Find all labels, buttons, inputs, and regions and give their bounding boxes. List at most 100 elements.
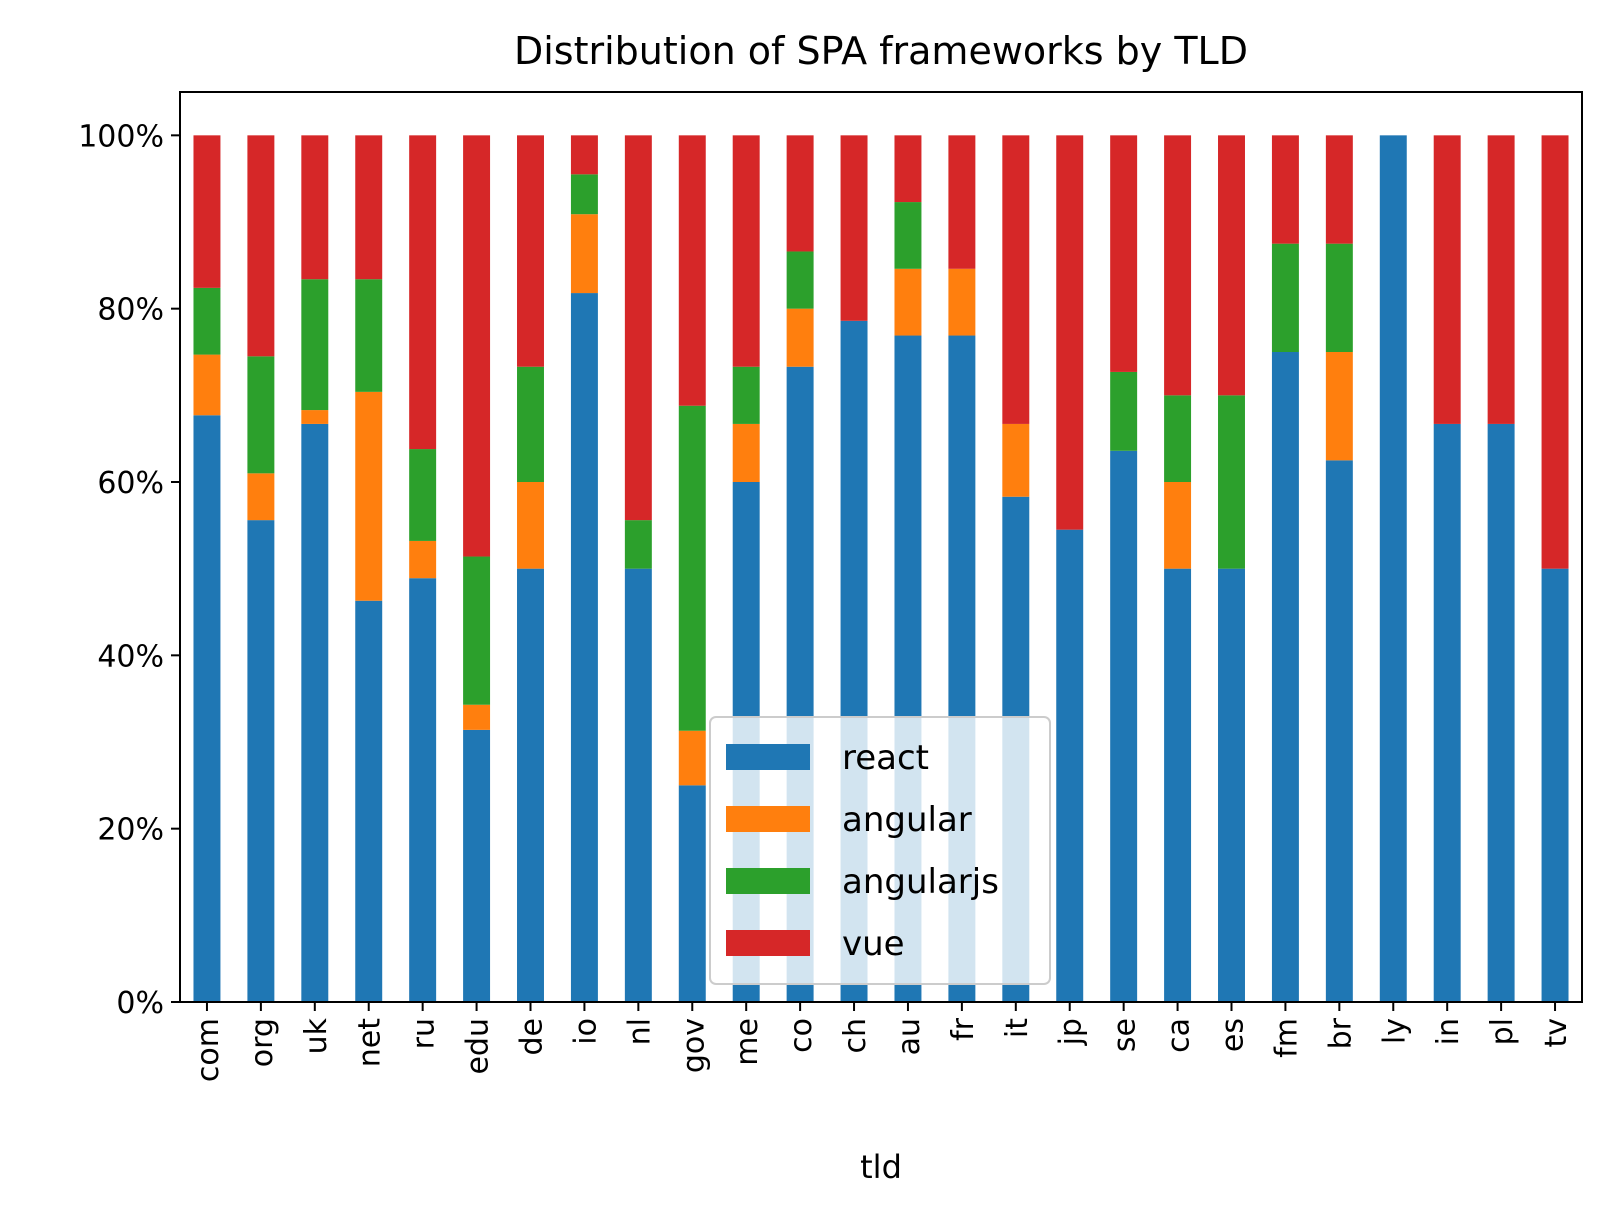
x-tick-label: pl bbox=[1485, 1018, 1520, 1045]
bar-angular-br bbox=[1325, 352, 1353, 461]
bar-react-ly bbox=[1379, 135, 1407, 1003]
legend-label-react: react bbox=[842, 738, 929, 778]
bar-angularjs-se bbox=[1110, 371, 1138, 451]
x-tick-label: org bbox=[245, 1018, 280, 1067]
bar-vue-nl bbox=[624, 135, 652, 521]
bar-react-fm bbox=[1271, 352, 1299, 1002]
bar-vue-fr bbox=[948, 135, 976, 269]
bar-angular-ca bbox=[1164, 482, 1192, 569]
bar-vue-br bbox=[1325, 135, 1353, 244]
bar-vue-fm bbox=[1271, 135, 1299, 244]
bar-angularjs-br bbox=[1325, 243, 1353, 352]
bar-vue-au bbox=[894, 135, 922, 203]
bar-react-se bbox=[1110, 450, 1138, 1002]
bar-react-gov bbox=[678, 785, 706, 1002]
bar-angular-net bbox=[355, 391, 383, 601]
bar-vue-co bbox=[786, 135, 814, 252]
bar-angular-io bbox=[570, 214, 598, 294]
bar-angularjs-de bbox=[517, 366, 544, 482]
bar-vue-ch bbox=[840, 135, 868, 321]
bar-vue-se bbox=[1110, 135, 1138, 372]
x-tick-label: tv bbox=[1539, 1018, 1574, 1048]
bar-angularjs-nl bbox=[624, 520, 652, 569]
bar-react-es bbox=[1218, 568, 1245, 1002]
bar-angularjs-ru bbox=[409, 449, 437, 541]
x-tick-label: co bbox=[784, 1018, 819, 1053]
y-tick-label: 20% bbox=[97, 813, 164, 848]
x-tick-label: in bbox=[1431, 1018, 1466, 1045]
bar-vue-gov bbox=[678, 135, 706, 406]
x-tick-label: it bbox=[1000, 1018, 1035, 1038]
bar-react-io bbox=[570, 293, 598, 1003]
bar-angular-au bbox=[894, 268, 922, 336]
bar-vue-com bbox=[193, 135, 221, 288]
bar-react-pl bbox=[1487, 423, 1515, 1002]
bar-angularjs-net bbox=[355, 279, 383, 392]
x-tick-label: gov bbox=[676, 1018, 711, 1073]
bar-vue-uk bbox=[301, 135, 329, 280]
x-tick-label: jp bbox=[1054, 1018, 1089, 1046]
bar-react-ru bbox=[409, 578, 437, 1002]
bar-angularjs-uk bbox=[301, 279, 329, 411]
legend-box bbox=[709, 716, 1051, 985]
y-tick-label: 80% bbox=[97, 293, 164, 328]
bar-react-ca bbox=[1164, 568, 1192, 1002]
bar-vue-es bbox=[1218, 135, 1245, 396]
bar-angularjs-edu bbox=[463, 556, 491, 705]
x-tick-label: nl bbox=[622, 1018, 657, 1045]
x-tick-label: net bbox=[353, 1018, 388, 1067]
y-tick-label: 40% bbox=[97, 639, 164, 674]
x-tick-label: fr bbox=[946, 1017, 981, 1041]
bar-angular-it bbox=[1002, 423, 1030, 497]
x-tick-label: ch bbox=[838, 1018, 873, 1054]
bar-vue-me bbox=[732, 135, 760, 367]
x-tick-label: au bbox=[892, 1018, 927, 1055]
bar-vue-io bbox=[570, 135, 598, 175]
y-tick-label: 100% bbox=[78, 119, 164, 154]
bar-vue-net bbox=[355, 135, 383, 280]
bar-angularjs-org bbox=[247, 356, 275, 474]
bar-vue-it bbox=[1002, 135, 1030, 424]
bar-vue-de bbox=[517, 135, 544, 367]
x-tick-label: de bbox=[515, 1018, 550, 1056]
bar-angularjs-com bbox=[193, 287, 221, 355]
y-tick-label: 0% bbox=[116, 986, 164, 1021]
bar-angular-org bbox=[247, 473, 275, 521]
bar-vue-tv bbox=[1541, 135, 1569, 569]
legend-swatch-angularjs bbox=[726, 868, 810, 894]
bar-react-nl bbox=[624, 568, 652, 1002]
x-tick-label: edu bbox=[461, 1018, 496, 1075]
bar-angularjs-me bbox=[732, 366, 760, 424]
bar-react-com bbox=[193, 415, 221, 1002]
legend-label-angularjs: angularjs bbox=[842, 862, 999, 902]
x-tick-label: me bbox=[730, 1018, 765, 1066]
bar-vue-ca bbox=[1164, 135, 1192, 396]
x-axis: com org uk net ru edu de io nl gov me co ch au fr it jp s… bbox=[191, 1002, 1574, 1082]
bar-react-org bbox=[247, 520, 275, 1002]
bar-vue-edu bbox=[463, 135, 491, 557]
bar-angularjs-ca bbox=[1164, 395, 1192, 482]
bar-vue-jp bbox=[1056, 135, 1084, 530]
x-tick-label: ly bbox=[1377, 1018, 1412, 1044]
x-tick-label: com bbox=[191, 1018, 226, 1082]
bar-react-br bbox=[1325, 460, 1353, 1002]
bar-angular-edu bbox=[463, 704, 491, 730]
bar-react-edu bbox=[463, 729, 491, 1002]
bar-angular-me bbox=[732, 423, 760, 482]
x-tick-label: ru bbox=[407, 1018, 442, 1049]
bar-vue-org bbox=[247, 135, 275, 357]
legend: react angular angularjs vue bbox=[709, 716, 1051, 985]
bar-angular-uk bbox=[301, 410, 329, 424]
bar-angular-com bbox=[193, 354, 221, 416]
x-tick-label: uk bbox=[299, 1017, 334, 1054]
bar-vue-ru bbox=[409, 135, 437, 450]
bar-angularjs-es bbox=[1218, 395, 1245, 569]
legend-swatch-vue bbox=[726, 930, 810, 956]
bar-angularjs-au bbox=[894, 202, 922, 269]
x-tick-label: es bbox=[1216, 1018, 1251, 1052]
x-tick-label: br bbox=[1323, 1017, 1358, 1049]
bar-angular-ru bbox=[409, 540, 437, 579]
bar-react-in bbox=[1433, 423, 1461, 1002]
